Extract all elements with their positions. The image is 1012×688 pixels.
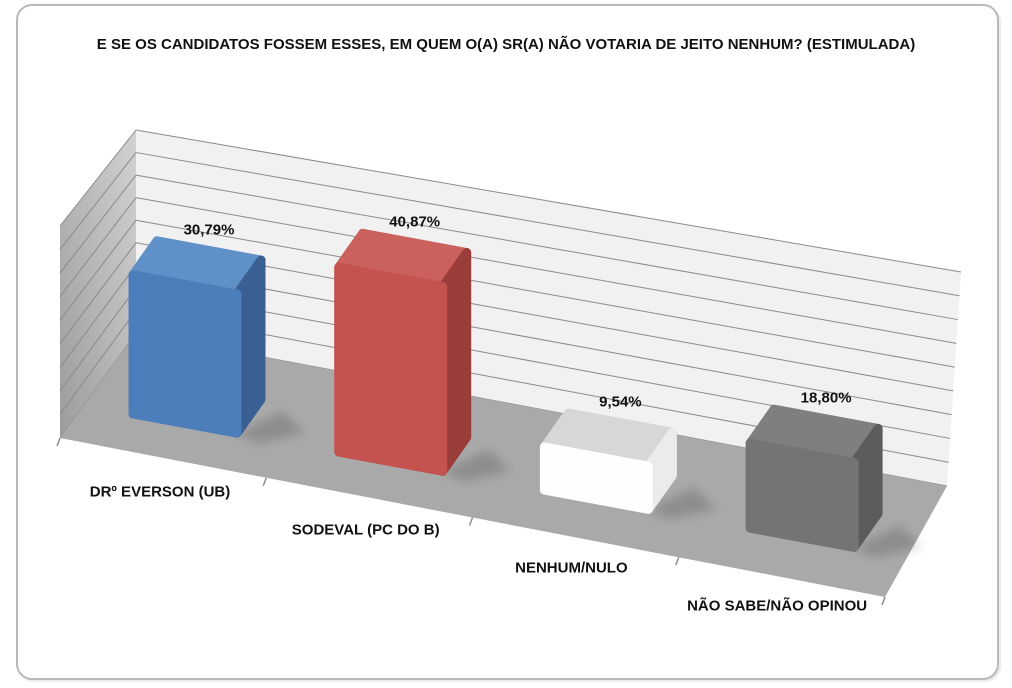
gridline-side — [59, 174, 137, 274]
chart-side-wall — [60, 130, 136, 438]
gridline-side — [59, 310, 137, 415]
bar-shadow — [854, 525, 923, 558]
bar-3d-series-2 — [539, 408, 717, 520]
bar-value-label: 40,87% — [389, 213, 441, 231]
bar-shadow — [237, 411, 305, 444]
bar-front-face — [539, 442, 653, 514]
gridline-side — [59, 129, 137, 227]
gridline — [135, 174, 958, 321]
category-label: DRº EVERSON (UB) — [89, 483, 231, 501]
gridline-side — [59, 265, 137, 368]
gridline-side — [59, 287, 137, 392]
gridline — [135, 197, 957, 344]
gridline-side — [59, 242, 137, 345]
gridline-side — [59, 152, 137, 250]
bar-shadow — [442, 449, 511, 482]
gridline-side — [59, 219, 137, 321]
chart-title: E SE OS CANDIDATOS FOSSEM ESSES, EM QUEM… — [96, 36, 916, 53]
bar-3d-series-3 — [745, 404, 923, 558]
bar-front-face — [334, 262, 448, 476]
gridline — [135, 152, 960, 297]
category-label: SODEVAL (PC DO B) — [291, 521, 440, 539]
gridlines — [59, 129, 962, 487]
bar-3d-series-0 — [128, 236, 305, 444]
bar-front-face — [745, 438, 859, 552]
gridline — [135, 129, 962, 273]
bar-value-label: 9,54% — [599, 393, 642, 411]
category-axis-ticks — [56, 437, 886, 606]
bar-front-face — [128, 270, 242, 438]
axis-tick — [881, 596, 886, 606]
bar-value-label: 30,79% — [183, 221, 235, 239]
gridline — [135, 264, 952, 416]
gridline — [135, 219, 955, 368]
category-label: NENHUM/NULO — [515, 559, 628, 577]
category-label: NÃO SABE/NÃO OPINOU — [687, 597, 868, 615]
bar-3d-series-1 — [334, 228, 511, 482]
axis-tick — [262, 477, 267, 487]
bar-shadow — [648, 487, 717, 520]
gridline-side — [59, 197, 137, 297]
gridline — [135, 242, 954, 392]
axis-tick — [56, 437, 61, 447]
axis-tick — [675, 556, 680, 566]
bar-value-label: 18,80% — [800, 389, 852, 407]
chart-back-wall — [136, 130, 961, 486]
axis-tick — [468, 517, 474, 526]
